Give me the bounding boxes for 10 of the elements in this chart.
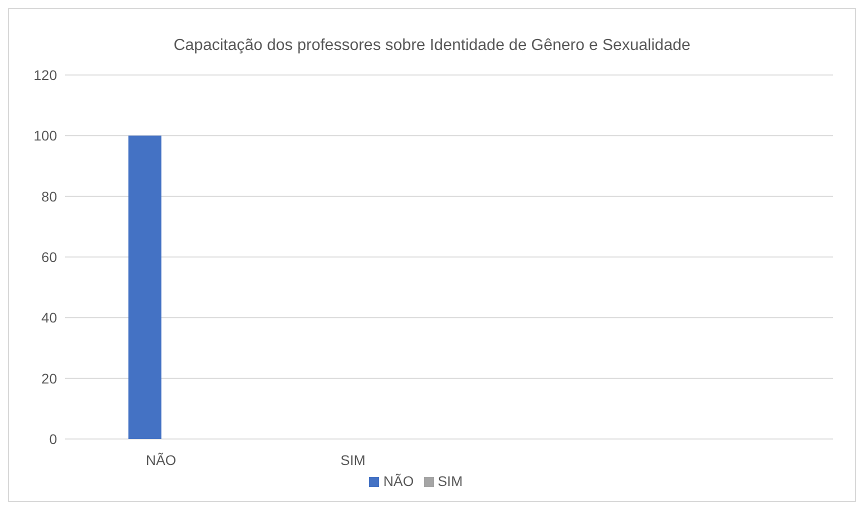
legend-label: NÃO bbox=[383, 473, 414, 489]
y-tick-label: 40 bbox=[41, 310, 58, 326]
y-tick-label: 60 bbox=[41, 248, 58, 265]
y-tick-label: 100 bbox=[34, 128, 58, 144]
chart-title: Capacitação dos professores sobre Identidade de Gênero e Sexualidade bbox=[172, 37, 692, 55]
y-tick-label: 0 bbox=[49, 430, 58, 447]
y-tick-label: 80 bbox=[41, 188, 58, 204]
legend-label: SIM bbox=[438, 473, 463, 489]
y-tick-label: 20 bbox=[41, 370, 58, 386]
y-tick-label: 120 bbox=[34, 66, 58, 83]
